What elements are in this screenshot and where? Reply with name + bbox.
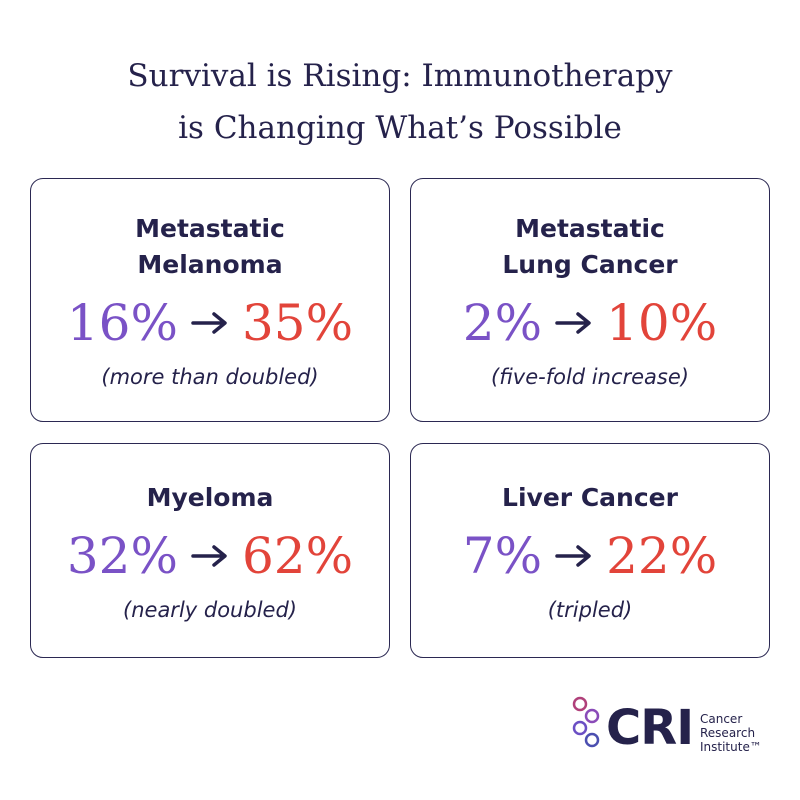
arrow-path	[191, 544, 227, 567]
arrow-path	[555, 312, 591, 334]
card-name-line: Metastatic	[515, 214, 665, 243]
logo-circle	[572, 720, 588, 736]
arrow-path	[555, 544, 591, 567]
logo-name: Cancer Research Institute™	[700, 712, 762, 754]
card-name-line: Lung Cancer	[502, 250, 678, 279]
to-value: 62%	[242, 526, 354, 585]
card-name-line: Metastatic	[135, 214, 285, 243]
logo-mark: CRI	[606, 700, 694, 756]
card-name: Metastatic Melanoma	[135, 211, 285, 283]
logo-icon	[572, 696, 600, 748]
values: 32% 62%	[67, 524, 353, 588]
logo-circle	[572, 696, 588, 712]
from-value: 16%	[66, 294, 178, 352]
values: 2% 10%	[463, 291, 717, 355]
logo-circle	[584, 708, 600, 724]
logo-name-line: Institute™	[700, 740, 762, 754]
card: Metastatic Melanoma 16% 35% (more than doubl…	[30, 178, 390, 422]
title: Survival is Rising: Immunotherapy is Cha…	[0, 50, 800, 154]
card-name-line: Melanoma	[137, 250, 283, 279]
from-value: 7%	[462, 526, 543, 585]
to-value: 35%	[242, 294, 354, 352]
to-value: 10%	[606, 294, 718, 352]
card-name: Metastatic Lung Cancer	[502, 211, 677, 283]
title-line: is Changing What’s Possible	[178, 110, 622, 146]
logo-circle	[584, 732, 600, 748]
arrow	[191, 544, 227, 567]
arrow-path	[191, 312, 227, 334]
card: Myeloma 32% 62% (nearly doubled)	[30, 443, 390, 658]
arrow	[555, 544, 591, 567]
from-value: 32%	[66, 526, 178, 585]
logo-name-line: Cancer	[700, 712, 743, 726]
card-name: Myeloma	[147, 480, 274, 516]
to-value: 22%	[606, 526, 718, 585]
note: (five-fold increase)	[491, 365, 689, 389]
card: Liver Cancer 7% 22% (tripled)	[410, 443, 770, 658]
title-line: Survival is Rising: Immunotherapy	[127, 58, 673, 94]
note: (nearly doubled)	[123, 597, 297, 622]
card: Metastatic Lung Cancer 2% 10% (five-fold inc…	[410, 178, 770, 422]
values: 16% 35%	[67, 291, 353, 355]
from-value: 2%	[462, 294, 543, 352]
card-name-line: Myeloma	[146, 482, 274, 512]
logo-name-line: Research	[700, 726, 756, 740]
values: 7% 22%	[463, 524, 717, 588]
card-name: Liver Cancer	[502, 480, 678, 516]
arrow	[555, 312, 591, 334]
note: (more than doubled)	[101, 365, 319, 389]
arrow	[191, 312, 227, 334]
note: (tripled)	[547, 597, 633, 622]
card-name-line: Liver Cancer	[502, 482, 678, 512]
